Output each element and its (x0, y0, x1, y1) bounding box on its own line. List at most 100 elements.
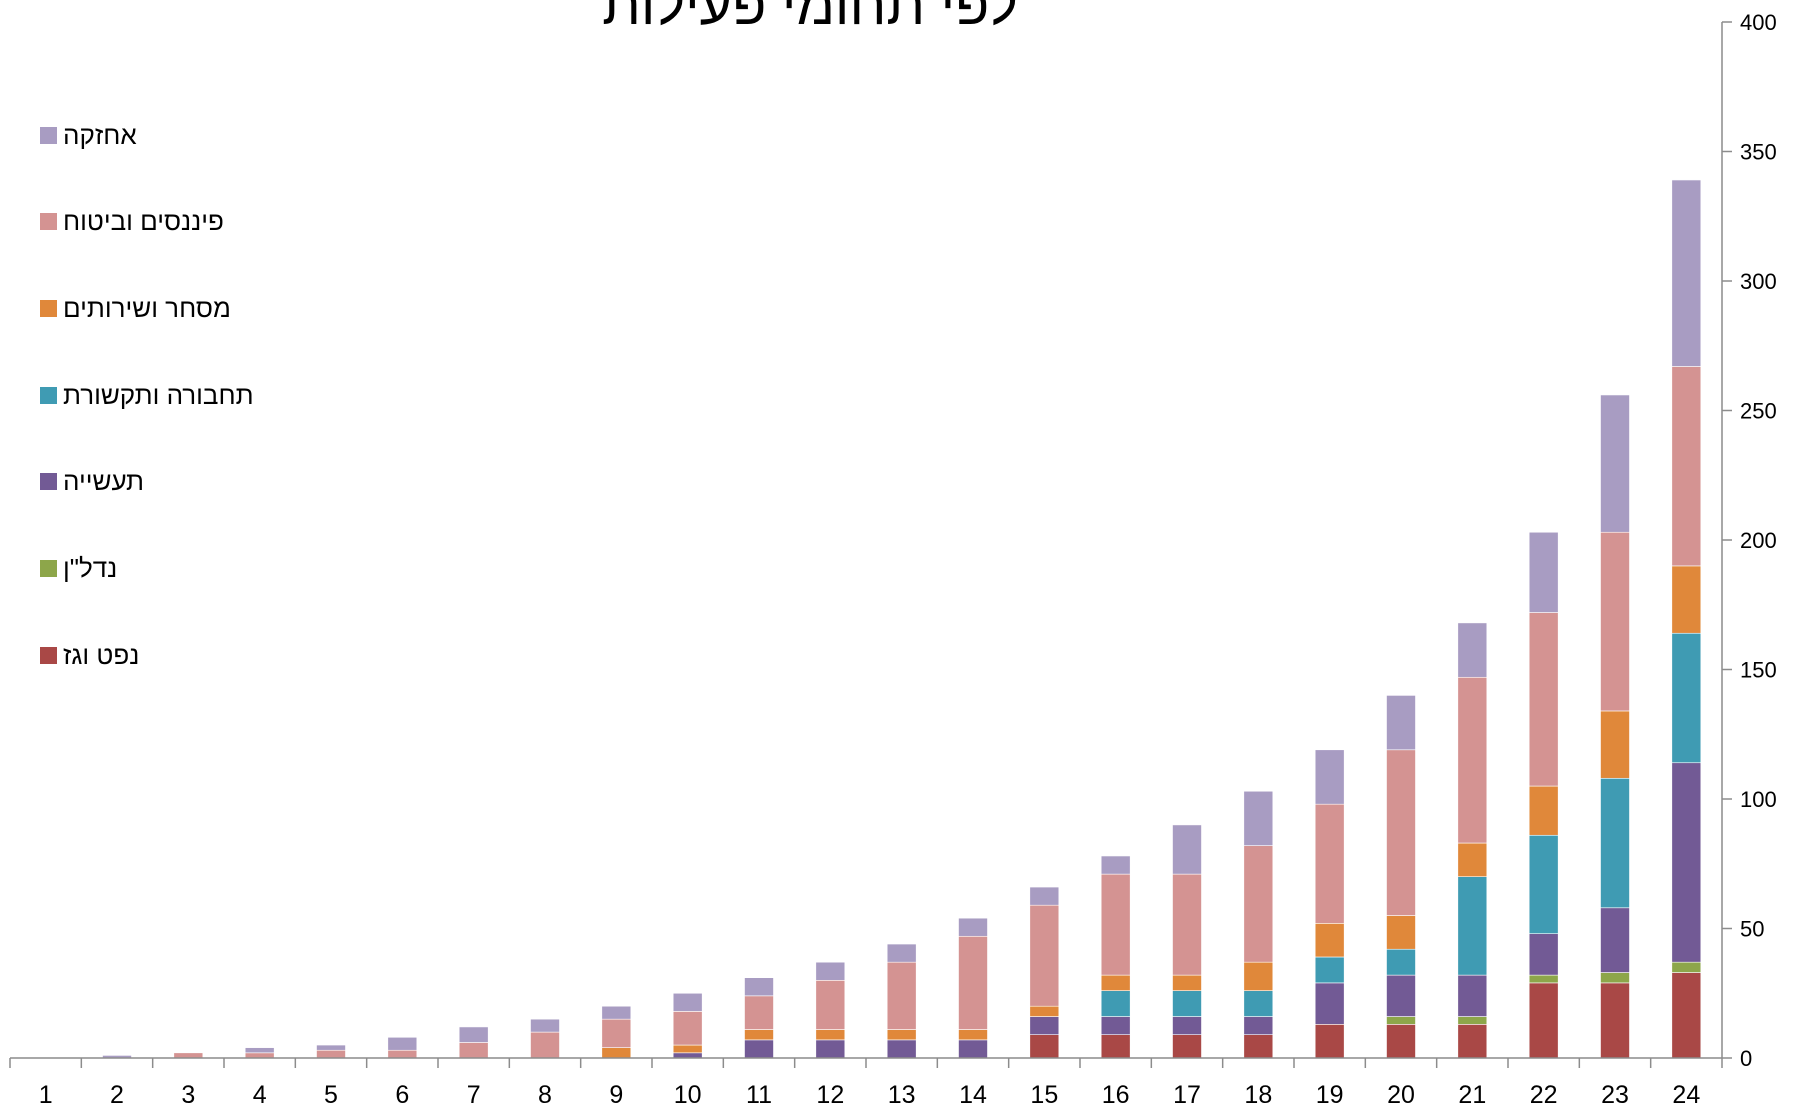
legend-item: נדל"ן (40, 553, 118, 584)
legend-swatch (40, 560, 57, 577)
bar-segment-21-series-4 (1457, 876, 1488, 976)
bar-segment-17-series-4 (1172, 990, 1202, 1017)
bar-segment-18-series-1 (1243, 1034, 1274, 1059)
y-axis: 0 50 100 150 200 250 300 350 400 (1721, 10, 1777, 1071)
x-tick-label: 14 (959, 1081, 987, 1109)
bar-segment-14-series-6 (958, 935, 988, 1030)
bar-segment-16-series-5 (1100, 974, 1131, 991)
legend-swatch (40, 213, 57, 231)
x-tick-label: 21 (1458, 1081, 1486, 1109)
bar-segment-24-series-7 (1671, 179, 1702, 367)
legend-swatch (40, 386, 57, 404)
bar-segment-16-series-3 (1100, 1016, 1131, 1035)
bar-segment-20-series-1 (1386, 1024, 1416, 1059)
x-tick-label: 4 (253, 1081, 267, 1109)
bar-segment-17-series-5 (1172, 974, 1202, 991)
bar-segment-5-series-6 (316, 1049, 346, 1059)
bar-segment-7-series-7 (458, 1026, 489, 1043)
bar-segment-6-series-7 (387, 1036, 418, 1051)
bar-segment-9-series-5 (601, 1047, 632, 1059)
x-tick-label: 11 (746, 1081, 772, 1109)
bar-segment-21-series-5 (1457, 842, 1488, 878)
x-tick-label: 19 (1316, 1081, 1344, 1109)
legend-item: תעשייה (40, 466, 145, 497)
bar-segment-9-series-6 (601, 1018, 632, 1048)
bar-segment-10-series-3 (672, 1052, 703, 1059)
bar-segment-18-series-7 (1243, 790, 1274, 846)
bar-segment-14-series-3 (958, 1039, 988, 1059)
bar-segment-19-series-1 (1314, 1024, 1345, 1059)
bar-segment-10-series-6 (672, 1011, 703, 1046)
bar-segment-6-series-6 (387, 1049, 418, 1059)
bar-segment-18-series-6 (1243, 845, 1274, 963)
x-tick-label: 22 (1530, 1081, 1558, 1109)
legend-label: נדל"ן (63, 553, 118, 583)
x-axis: 1 2 3 4 5 6 7 8 9 10 11 12 13 14 15 16 17 18 19 20 21 22 23 24 (9, 1057, 1723, 1109)
legend-label: פיננסים וביטוח (63, 206, 224, 237)
x-tick-label: 6 (395, 1081, 409, 1109)
legend-item: נפט וגז (40, 640, 139, 670)
y-tick-label: 0 (1740, 1046, 1752, 1071)
bar-segment-12-series-5 (815, 1029, 846, 1041)
bar-segment-18-series-5 (1243, 961, 1274, 991)
legend-swatch (40, 646, 57, 664)
y-tick-label: 350 (1740, 140, 1777, 165)
bar-segment-7-series-6 (458, 1042, 489, 1059)
bar-segment-19-series-5 (1314, 923, 1345, 958)
bar-segment-21-series-2 (1457, 1016, 1488, 1025)
bar-segment-15-series-7 (1029, 886, 1060, 906)
bar-segment-17-series-7 (1172, 824, 1202, 875)
bar-segment-20-series-4 (1386, 948, 1416, 976)
bar-segment-13-series-3 (886, 1039, 917, 1059)
bar-segment-10-series-7 (672, 992, 703, 1012)
bar-segment-22-series-4 (1528, 834, 1559, 934)
x-tick-label: 2 (110, 1081, 124, 1109)
bar-segment-22-series-6 (1528, 612, 1559, 787)
bar-segment-23-series-5 (1600, 710, 1630, 779)
bar-segment-23-series-2 (1600, 972, 1630, 984)
legend-label: תעשייה (63, 466, 145, 497)
bar-segment-19-series-6 (1314, 803, 1345, 924)
bar-segment-20-series-6 (1386, 749, 1416, 916)
bar-segment-24-series-5 (1671, 565, 1702, 634)
x-tick-label: 1 (39, 1081, 53, 1109)
legend-item: אחזקה (40, 120, 137, 150)
legend-swatch (40, 299, 57, 317)
x-tick-label: 24 (1672, 1081, 1700, 1109)
bar-segment-20-series-5 (1386, 915, 1416, 950)
bar-segment-17-series-1 (1172, 1034, 1202, 1059)
bar-segment-14-series-5 (958, 1029, 988, 1041)
bar-segment-13-series-5 (886, 1029, 917, 1041)
bar-segment-15-series-3 (1029, 1016, 1060, 1035)
bar-segment-23-series-7 (1600, 394, 1630, 533)
bar-segment-22-series-7 (1528, 531, 1559, 613)
y-tick-label: 200 (1740, 528, 1777, 553)
bar-segment-17-series-3 (1172, 1016, 1202, 1035)
x-tick-label: 9 (609, 1081, 623, 1109)
x-tick-label: 10 (674, 1081, 702, 1109)
bars-layer (102, 179, 1702, 1059)
x-tick-label: 3 (181, 1081, 195, 1109)
bar-segment-11-series-6 (744, 995, 774, 1030)
legend-swatch (40, 126, 57, 144)
x-tick-label: 8 (538, 1081, 552, 1109)
legend-label: נפט וגז (63, 639, 140, 670)
bar-segment-11-series-7 (744, 977, 774, 997)
x-tick-label: 15 (1030, 1081, 1058, 1109)
bar-segment-3-series-6 (173, 1052, 204, 1059)
y-tick-label: 50 (1740, 917, 1764, 942)
bar-segment-21-series-1 (1457, 1024, 1488, 1059)
legend-item: תחבורה ותקשורת (40, 380, 254, 410)
legend-item: מסחר ושירותים (40, 293, 231, 323)
bar-segment-20-series-2 (1386, 1016, 1416, 1025)
bar-segment-16-series-4 (1100, 990, 1131, 1017)
bar-segment-16-series-6 (1100, 873, 1131, 976)
bar-segment-24-series-3 (1671, 762, 1702, 963)
x-tick-label: 18 (1244, 1081, 1272, 1109)
bar-segment-13-series-7 (886, 943, 917, 963)
bar-segment-16-series-7 (1100, 855, 1131, 875)
x-tick-label: 5 (324, 1081, 338, 1109)
bar-segment-8-series-7 (530, 1018, 560, 1033)
x-tick-label: 17 (1173, 1081, 1201, 1109)
